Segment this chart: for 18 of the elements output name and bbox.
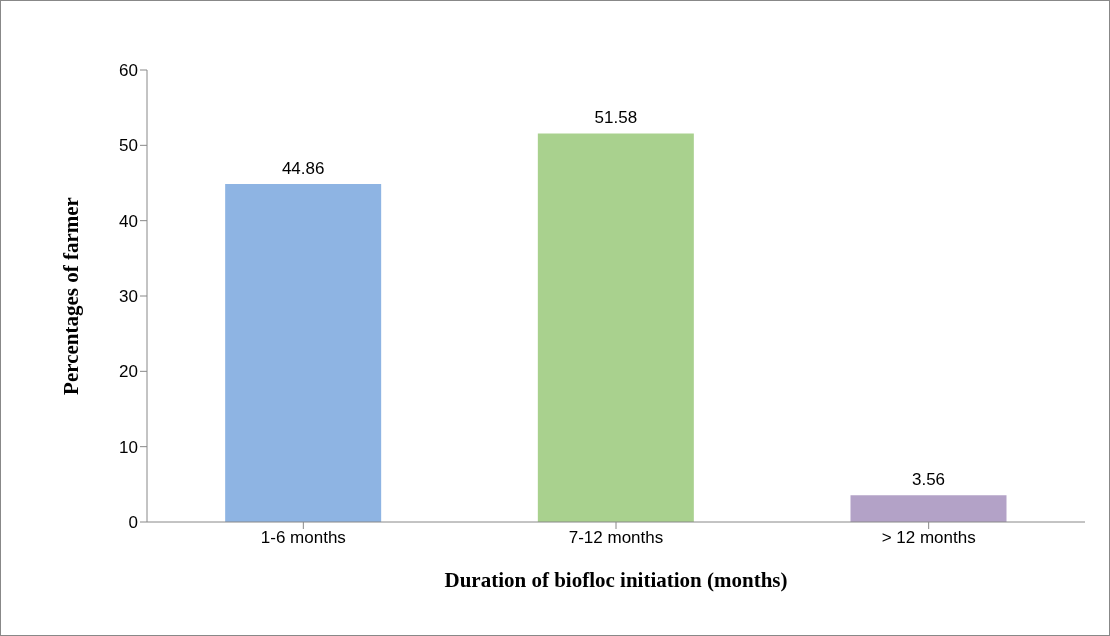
y-tick-label: 20 [119,362,138,382]
y-tick-label: 60 [119,61,138,81]
bar [225,184,382,522]
y-tick-label: 0 [128,513,138,533]
y-axis-title: Percentages of farmer [59,197,83,395]
x-tick-label: 1-6 months [260,528,346,548]
x-axis-title: Duration of biofloc initiation (months) [444,568,788,592]
data-label: 51.58 [594,108,638,128]
y-tick-label: 40 [119,211,138,231]
bar [537,133,694,522]
y-tick-label: 50 [119,136,138,156]
y-tick-label: 30 [119,287,138,307]
x-tick-label: > 12 months [881,528,976,548]
x-tick-label: 7-12 months [568,528,664,548]
y-tick-label: 10 [119,437,138,457]
data-label: 44.86 [281,159,325,179]
data-label: 3.56 [911,470,946,490]
bar [850,495,1007,522]
